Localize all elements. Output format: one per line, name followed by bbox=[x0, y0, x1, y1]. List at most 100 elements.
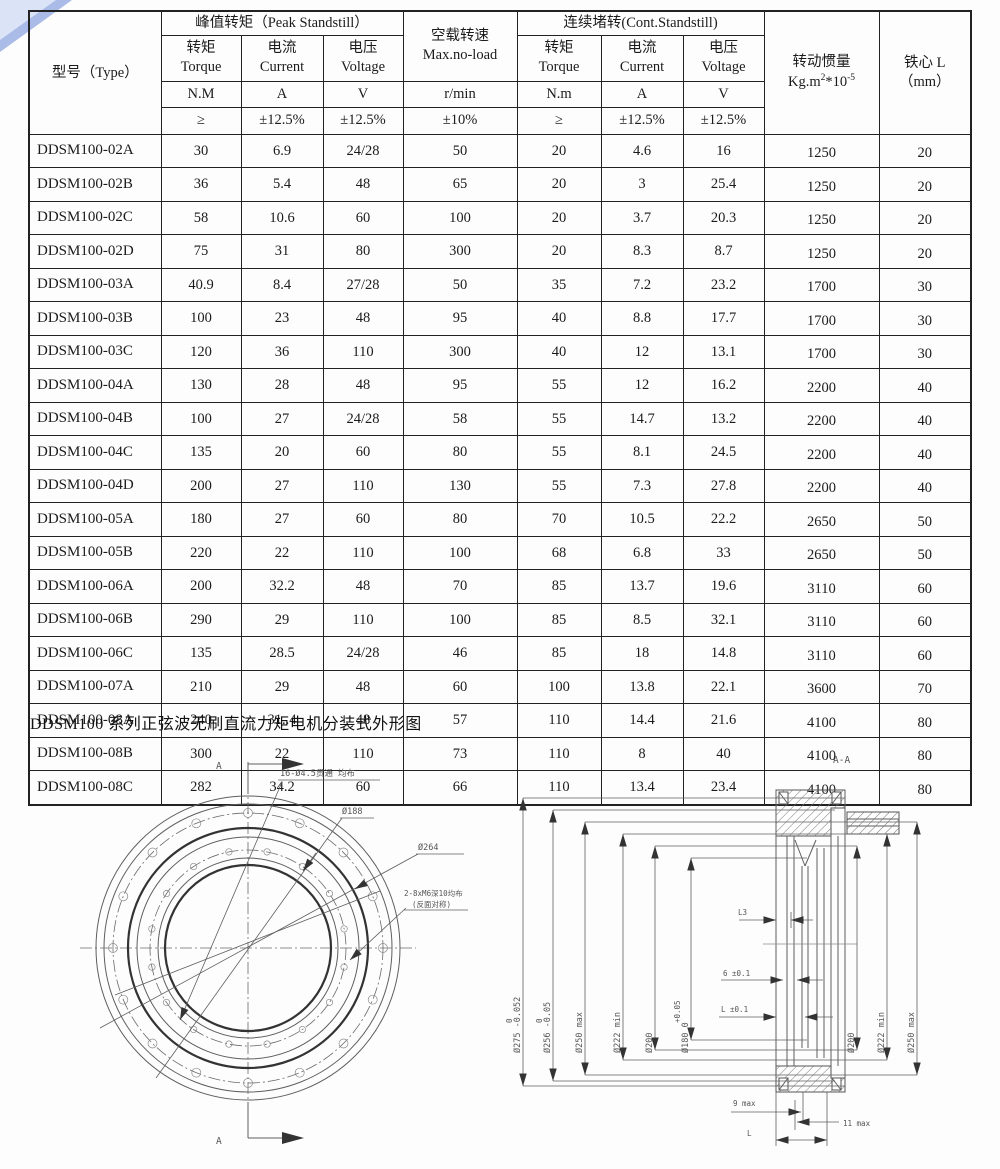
value-cell: 3600 bbox=[763, 669, 880, 704]
value-cell: 100 bbox=[160, 401, 242, 436]
value-cell: 2650 bbox=[763, 535, 880, 570]
model-cell: DDSM100-03B bbox=[28, 301, 162, 336]
value-cell: 8.4 bbox=[240, 267, 324, 302]
value-cell: 100 bbox=[160, 301, 242, 336]
svg-text:+0.05: +0.05 bbox=[673, 1000, 682, 1023]
value-cell: 2200 bbox=[763, 468, 880, 503]
value-cell: 18 bbox=[600, 636, 684, 671]
value-cell: 120 bbox=[160, 334, 242, 369]
bolt-hole bbox=[325, 890, 334, 898]
header-cont-group: 连续堵转(Cont.Standstill) bbox=[516, 10, 765, 36]
value-cell: 48 bbox=[322, 301, 404, 336]
value-cell: 290 bbox=[160, 602, 242, 637]
value-cell: 23 bbox=[240, 301, 324, 336]
value-cell: 20 bbox=[240, 435, 324, 470]
bolt-hole bbox=[191, 818, 202, 829]
value-cell: 130 bbox=[160, 368, 242, 403]
table-row: DDSM100-04C 135 20 60 80 55 8.1 24.5 2200 40 bbox=[28, 435, 972, 470]
model-cell: DDSM100-05B bbox=[28, 535, 162, 570]
value-cell: 75 bbox=[160, 234, 242, 269]
value-cell: 55 bbox=[516, 468, 602, 503]
unit-cell: r/min bbox=[402, 80, 518, 108]
front-view-drawing: 16-Ø4.5贯通 均布 Ø188 Ø264 2-8xM6深10均布 (反面对称… bbox=[80, 758, 468, 1147]
holes-outer-label: 16-Ø4.5贯通 均布 bbox=[280, 768, 355, 779]
value-cell: 110 bbox=[516, 703, 602, 738]
value-cell: 48 bbox=[322, 569, 404, 604]
value-cell: 22.2 bbox=[682, 502, 765, 537]
value-cell: 300 bbox=[402, 334, 518, 369]
value-cell: 20 bbox=[878, 167, 972, 202]
model-cell: DDSM100-07A bbox=[28, 669, 162, 704]
model-cell: DDSM100-06C bbox=[28, 636, 162, 671]
unit-cell: V bbox=[682, 80, 765, 108]
value-cell: 55 bbox=[516, 401, 602, 436]
value-cell: 8.3 bbox=[600, 234, 684, 269]
value-cell: 20 bbox=[516, 133, 602, 168]
value-cell: 8.7 bbox=[682, 234, 765, 269]
value-cell: 3.7 bbox=[600, 200, 684, 235]
value-cell: 28 bbox=[240, 368, 324, 403]
value-cell: 100 bbox=[402, 535, 518, 570]
value-cell: 48 bbox=[322, 368, 404, 403]
value-cell: 29 bbox=[240, 669, 324, 704]
outer-diameter-circle bbox=[95, 795, 401, 1101]
value-cell: 10.6 bbox=[240, 200, 324, 235]
value-cell: 13.4 bbox=[600, 770, 684, 805]
value-cell: 1250 bbox=[763, 133, 880, 168]
value-cell: 50 bbox=[878, 535, 972, 570]
value-cell: 31 bbox=[240, 234, 324, 269]
dim-label-180: Ø180 0 +0.05 bbox=[673, 1000, 691, 1053]
dim-label-275: Ø275 -0.052 0 bbox=[505, 997, 523, 1053]
value-cell: 210 bbox=[160, 669, 242, 704]
value-cell: 55 bbox=[516, 368, 602, 403]
holes-inner-label-2: (反面对称) bbox=[412, 899, 451, 909]
bolt-hole bbox=[338, 1038, 349, 1049]
value-cell: 65 bbox=[402, 167, 518, 202]
value-cell: 180 bbox=[160, 502, 242, 537]
value-cell: 20 bbox=[878, 200, 972, 235]
value-cell: 110 bbox=[322, 602, 404, 637]
value-cell: 28.5 bbox=[240, 636, 324, 671]
bolt-hole bbox=[108, 943, 118, 953]
value-cell: 17.7 bbox=[682, 301, 765, 336]
dim-label-L3: L3 bbox=[738, 908, 747, 917]
dim-label-9max: 9 max bbox=[733, 1099, 756, 1108]
bolt-hole bbox=[325, 998, 334, 1006]
model-cell: DDSM100-08C bbox=[28, 770, 162, 805]
value-cell: 3110 bbox=[763, 636, 880, 671]
model-cell: DDSM100-02C bbox=[28, 200, 162, 235]
table-row: DDSM100-03A 40.9 8.4 27/28 50 35 7.2 23.2 1700 30 bbox=[28, 267, 972, 302]
header-inertia-unit: Kg.m2*10-5 bbox=[787, 73, 856, 91]
value-cell: 200 bbox=[160, 468, 242, 503]
value-cell: 110 bbox=[516, 770, 602, 805]
value-cell: 60 bbox=[878, 636, 972, 671]
value-cell: 31..4 bbox=[240, 703, 324, 738]
unit-cell: N.M bbox=[160, 80, 242, 108]
model-cell: DDSM100-08A bbox=[28, 703, 162, 738]
value-cell: 40 bbox=[516, 301, 602, 336]
bolt-hole bbox=[148, 925, 156, 933]
outer-ring-circle bbox=[103, 803, 393, 1093]
value-cell: 1250 bbox=[763, 234, 880, 269]
value-cell: 70 bbox=[878, 669, 972, 704]
model-cell: DDSM100-03A bbox=[28, 267, 162, 302]
figure-caption: DDSM100 系列正弦波无刷直流力矩电机分装式外形图 bbox=[30, 716, 422, 733]
value-cell: 8.1 bbox=[600, 435, 684, 470]
value-cell: 50 bbox=[878, 502, 972, 537]
header-core: 铁心 L （mm） bbox=[878, 10, 972, 135]
value-cell: 24.5 bbox=[682, 435, 765, 470]
value-cell: 60 bbox=[322, 200, 404, 235]
tolerance-cell: ±12.5% bbox=[600, 106, 684, 135]
value-cell: 13.2 bbox=[682, 401, 765, 436]
value-cell: 40 bbox=[878, 435, 972, 470]
value-cell: 21.6 bbox=[682, 703, 765, 738]
value-cell: 27 bbox=[240, 502, 324, 537]
value-cell: 20 bbox=[516, 234, 602, 269]
dim-label-11max: 11 max bbox=[843, 1119, 871, 1128]
value-cell: 40 bbox=[878, 468, 972, 503]
table-row: DDSM100-06C 135 28.5 24/28 46 85 18 14.8 3110 60 bbox=[28, 636, 972, 671]
value-cell: 7.3 bbox=[600, 468, 684, 503]
svg-text:Ø200: Ø200 bbox=[644, 1033, 655, 1053]
table-row: DDSM100-02A 30 6.9 24/28 50 20 4.6 16 1250 20 bbox=[28, 133, 972, 168]
value-cell: 6.8 bbox=[600, 535, 684, 570]
